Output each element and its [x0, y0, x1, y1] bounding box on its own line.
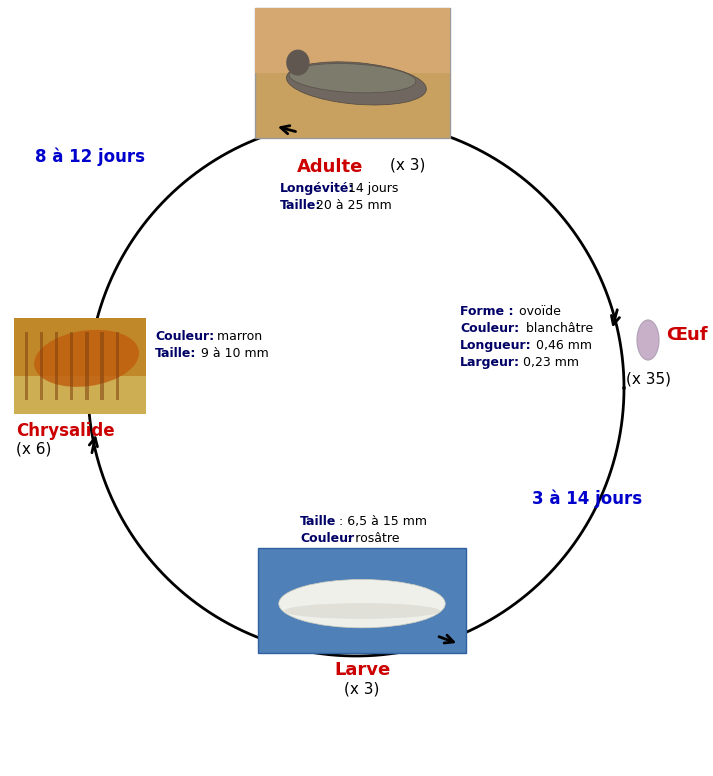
Ellipse shape [34, 330, 139, 387]
Text: Couleur:: Couleur: [460, 322, 519, 335]
Text: 0,23 mm: 0,23 mm [519, 356, 579, 369]
Ellipse shape [286, 50, 309, 75]
Text: Largeur:: Largeur: [460, 356, 520, 369]
Ellipse shape [287, 62, 426, 105]
Text: 8 à 12 jours: 8 à 12 jours [35, 148, 145, 167]
Text: marron: marron [213, 330, 262, 343]
Ellipse shape [279, 580, 445, 628]
Text: (x 35): (x 35) [625, 372, 670, 387]
Bar [70, 332, 73, 400]
Text: Adulte: Adulte [297, 158, 363, 176]
Text: : 6,5 à 15 mm: : 6,5 à 15 mm [335, 515, 427, 528]
Bar [14, 376, 146, 414]
Text: Taille:: Taille: [155, 347, 196, 360]
Text: Longévité:: Longévité: [280, 182, 354, 195]
Text: Larve: Larve [334, 661, 390, 679]
Bar [258, 548, 466, 653]
Text: ovoïde: ovoïde [515, 305, 561, 318]
Text: 20 à 25 mm: 20 à 25 mm [316, 199, 391, 212]
Bar [255, 8, 450, 73]
Text: blanchâtre: blanchâtre [522, 322, 593, 335]
Text: 3 à 14 jours: 3 à 14 jours [532, 490, 642, 508]
Bar [14, 318, 146, 414]
Bar [24, 332, 28, 400]
Bar [55, 332, 58, 400]
Text: (x 3): (x 3) [344, 681, 380, 696]
Text: Forme :: Forme : [460, 305, 513, 318]
Text: : rosâtre: : rosâtre [343, 532, 399, 545]
Text: Longueur:: Longueur: [460, 339, 532, 352]
Bar [86, 332, 88, 400]
Bar [116, 332, 119, 400]
Text: (x 6): (x 6) [16, 442, 51, 457]
Text: Taille: Taille [300, 515, 337, 528]
Text: Œuf: Œuf [666, 326, 707, 344]
Bar [40, 332, 43, 400]
Bar [255, 8, 450, 138]
Text: Couleur: Couleur [300, 532, 354, 545]
Ellipse shape [289, 64, 416, 93]
Ellipse shape [637, 320, 659, 360]
Bar [101, 332, 104, 400]
Ellipse shape [284, 603, 440, 619]
Text: (x 3): (x 3) [390, 158, 426, 173]
Text: Chrysalide: Chrysalide [16, 422, 115, 440]
Text: 0,46 mm: 0,46 mm [532, 339, 592, 352]
Text: Couleur:: Couleur: [155, 330, 214, 343]
Text: 14 jours: 14 jours [348, 182, 399, 195]
Text: Taille:: Taille: [280, 199, 322, 212]
Text: 9 à 10 mm: 9 à 10 mm [197, 347, 269, 360]
